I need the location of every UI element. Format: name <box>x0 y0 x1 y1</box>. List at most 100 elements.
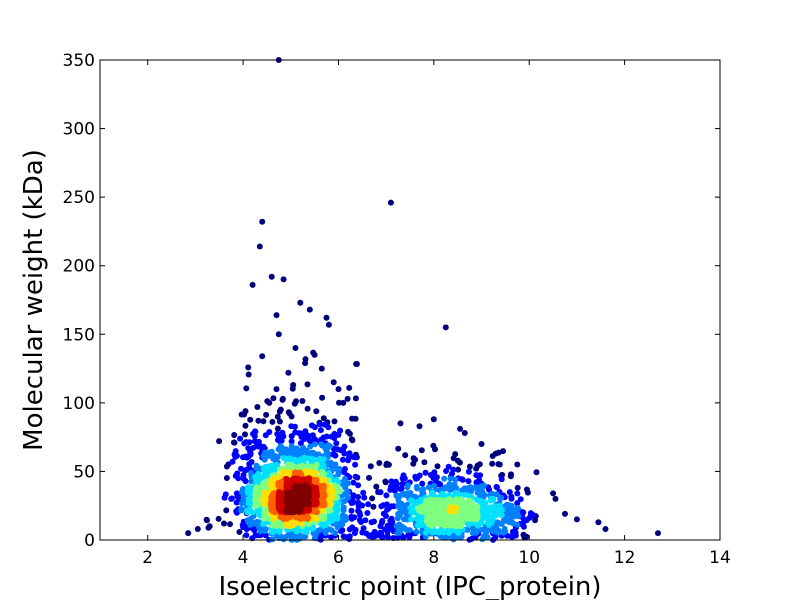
data-point <box>352 461 359 468</box>
data-point <box>323 314 330 321</box>
data-point <box>328 534 335 541</box>
data-point <box>333 476 340 483</box>
data-point <box>397 420 404 427</box>
data-point <box>474 522 481 529</box>
data-point <box>221 520 227 527</box>
data-point <box>288 438 295 445</box>
data-point <box>242 431 248 438</box>
data-point <box>318 441 325 448</box>
data-point <box>270 515 277 522</box>
data-point <box>413 475 420 482</box>
data-point <box>206 523 213 530</box>
data-point <box>331 418 338 425</box>
data-point <box>474 462 481 469</box>
y-tick-label: 350 <box>63 51 95 71</box>
data-point <box>552 495 559 502</box>
data-point <box>339 456 346 463</box>
data-point <box>291 507 298 514</box>
data-point <box>276 489 283 496</box>
data-point <box>394 530 401 536</box>
data-point <box>562 510 568 517</box>
data-point <box>370 503 377 510</box>
data-point <box>318 365 325 372</box>
data-point <box>242 408 249 415</box>
data-point <box>416 423 423 430</box>
data-point <box>288 449 295 456</box>
data-point <box>342 475 348 482</box>
data-point <box>402 502 409 509</box>
data-point <box>256 243 263 250</box>
data-point <box>364 510 371 516</box>
data-point <box>227 521 233 528</box>
data-point <box>233 490 240 497</box>
data-point <box>434 463 441 470</box>
data-point <box>288 413 295 420</box>
data-point <box>245 371 252 378</box>
data-point <box>410 455 417 462</box>
x-tick-label: 6 <box>333 548 344 568</box>
y-tick-label: 50 <box>73 462 95 482</box>
data-point <box>290 520 297 527</box>
data-point <box>223 507 230 514</box>
data-point <box>350 499 357 505</box>
data-point <box>406 527 413 534</box>
data-point <box>346 452 353 459</box>
data-point <box>355 507 362 514</box>
data-point <box>449 470 455 477</box>
data-point <box>399 475 406 482</box>
data-point <box>278 450 285 457</box>
data-point <box>253 501 259 508</box>
data-point <box>377 523 384 530</box>
data-point <box>418 447 425 454</box>
data-point <box>333 440 340 447</box>
data-point <box>345 480 351 487</box>
data-point <box>311 441 318 448</box>
data-point <box>283 506 290 513</box>
data-point <box>514 490 521 497</box>
data-point <box>351 514 358 521</box>
data-point <box>344 395 351 402</box>
data-point <box>377 529 384 536</box>
data-point <box>419 480 426 487</box>
data-point <box>306 306 313 313</box>
data-point <box>425 521 432 528</box>
data-point <box>310 507 317 513</box>
data-point <box>232 448 239 455</box>
data-point <box>274 413 281 420</box>
data-point <box>468 535 475 542</box>
y-tick-labels: 0 50 100 150 200 250 300 350 <box>63 51 95 551</box>
data-point <box>376 460 383 466</box>
data-point <box>358 502 365 509</box>
data-point <box>514 484 521 491</box>
data-point <box>493 491 500 498</box>
data-point <box>297 456 304 463</box>
data-point <box>245 364 252 371</box>
data-point <box>319 490 326 496</box>
data-point <box>291 400 298 407</box>
data-point <box>268 448 275 455</box>
data-point <box>468 507 475 514</box>
data-point <box>465 478 472 485</box>
data-point <box>499 471 506 478</box>
data-point <box>384 534 391 541</box>
data-point <box>385 461 392 468</box>
data-point <box>276 418 283 425</box>
data-point <box>496 502 503 509</box>
data-point <box>514 500 521 507</box>
y-axis-title: Molecular weight (kDa) <box>19 149 49 451</box>
data-point <box>250 444 257 451</box>
data-point <box>255 417 262 424</box>
data-point <box>488 504 494 511</box>
data-point <box>194 526 201 532</box>
data-point <box>502 528 509 535</box>
data-point <box>254 404 261 410</box>
data-point <box>340 507 347 514</box>
data-point <box>371 528 378 535</box>
plot-frame <box>99 59 721 541</box>
data-point <box>440 491 447 498</box>
data-point <box>266 429 273 435</box>
data-point <box>438 510 445 517</box>
data-point <box>452 476 459 483</box>
data-point <box>334 466 341 473</box>
data-point <box>246 439 253 446</box>
